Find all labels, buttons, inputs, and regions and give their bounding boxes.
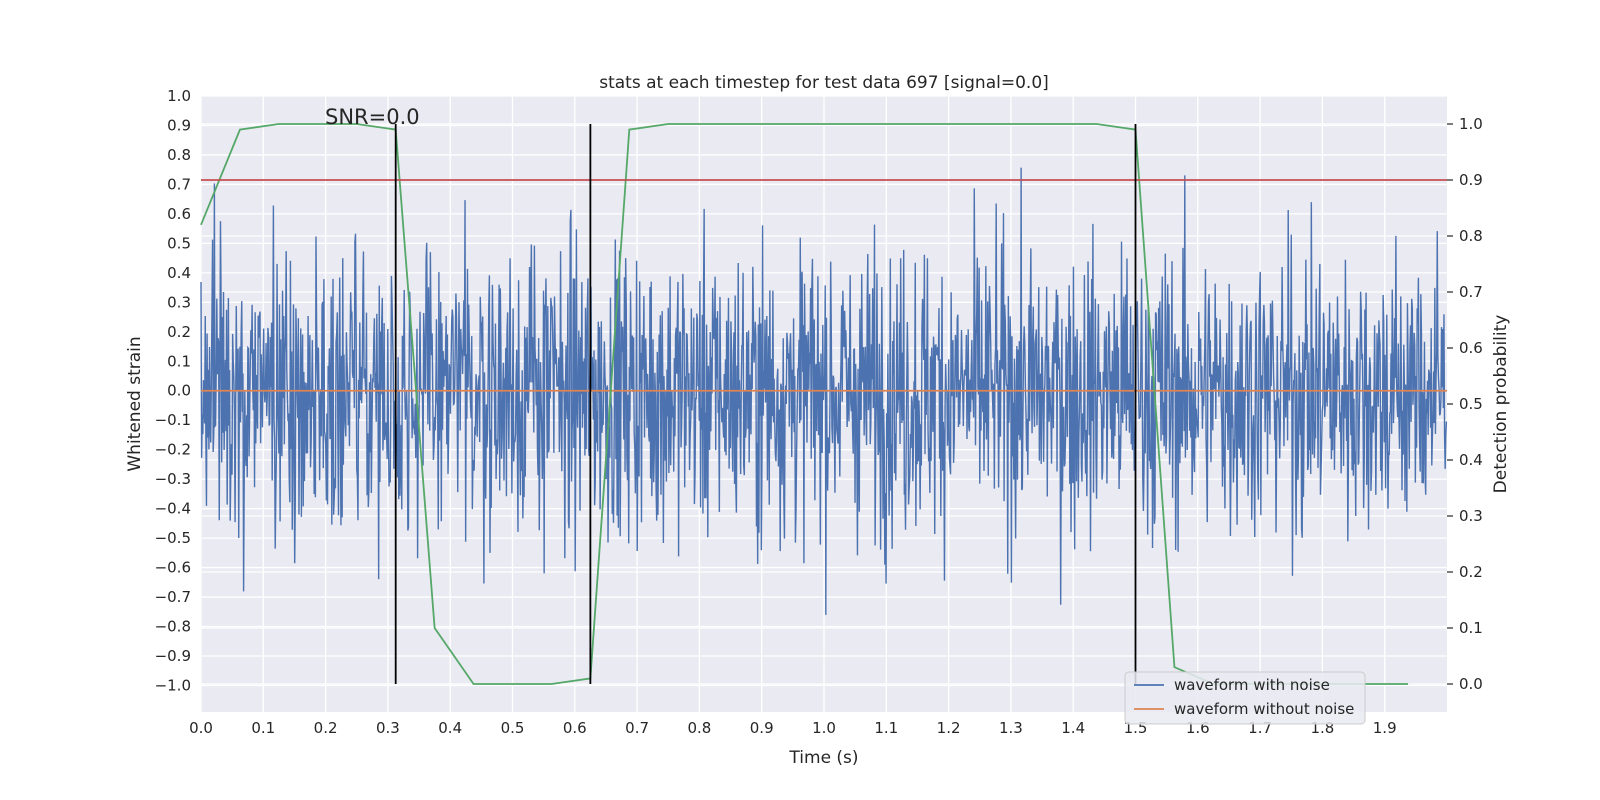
y-tick-label: −0.2 — [155, 441, 191, 459]
y-tick-label: −1.0 — [155, 676, 191, 694]
y2-tick-label: 0.2 — [1459, 563, 1483, 581]
y-tick-label: −0.8 — [155, 618, 191, 636]
x-tick-label: 0.7 — [625, 719, 649, 737]
y-tick-label: −0.4 — [155, 500, 191, 518]
x-tick-label: 0.6 — [563, 719, 587, 737]
y-tick-label: 0.4 — [167, 264, 191, 282]
y2-tick-label: 0.5 — [1459, 395, 1483, 413]
y-tick-label: −0.1 — [155, 411, 191, 429]
x-tick-label: 0.9 — [750, 719, 774, 737]
series-layer — [200, 123, 1448, 685]
x-axis-label: Time (s) — [788, 748, 858, 768]
y-tick-label: 0.1 — [167, 352, 191, 370]
y-tick-label: −0.3 — [155, 470, 191, 488]
series-line-waveform-with-noise — [200, 167, 1448, 615]
y-tick-label: −0.6 — [155, 559, 191, 577]
legend-label-clean: waveform without noise — [1174, 700, 1354, 718]
y2-tick-label: 0.4 — [1459, 451, 1483, 469]
y2-tick-label: 0.7 — [1459, 283, 1483, 301]
x-tick-label: 0.8 — [687, 719, 711, 737]
y-tick-label: 0.3 — [167, 293, 191, 311]
y2-tick-label: 0.9 — [1459, 171, 1483, 189]
x-tick-label: 0.3 — [376, 719, 400, 737]
x-tick-label: 0.1 — [251, 719, 275, 737]
legend: waveform with noise waveform without noi… — [1124, 671, 1366, 725]
y-tick-label: 0.5 — [167, 234, 191, 252]
y2-tick-label: 0.0 — [1459, 675, 1483, 693]
ticks: 0.0 0.1 0.2 0.3 0.4 0.5 0.6 0.7 0.8 0.9 1.0 1.1 1.2 1… — [155, 87, 1483, 737]
y-tick-label: −0.9 — [155, 647, 191, 665]
y2-tick-label: 1.0 — [1459, 115, 1483, 133]
y-tick-label: −0.7 — [155, 588, 191, 606]
chart-title: stats at each timestep for test data 697… — [599, 73, 1049, 93]
x-tick-label: 0.5 — [501, 719, 525, 737]
y2-tick-label: 0.6 — [1459, 339, 1483, 357]
y-axis-label: Whitened strain — [125, 336, 145, 471]
legend-box — [1124, 671, 1366, 725]
y2-tick-label: 0.8 — [1459, 227, 1483, 245]
x-tick-label: 1.1 — [874, 719, 898, 737]
x-tick-label: 1.4 — [1061, 719, 1085, 737]
x-tick-label: 1.9 — [1373, 719, 1397, 737]
snr-annotation: SNR=0.0 — [325, 105, 420, 129]
y-tick-label: 0.8 — [167, 146, 191, 164]
legend-label-noise: waveform with noise — [1174, 676, 1330, 694]
y2-tick-label: 0.3 — [1459, 507, 1483, 525]
y-tick-label: 0.7 — [167, 175, 191, 193]
y-tick-label: 0.9 — [167, 116, 191, 134]
x-tick-label: 1.0 — [812, 719, 836, 737]
x-tick-label: 1.3 — [999, 719, 1023, 737]
y-tick-label: 0.0 — [167, 382, 191, 400]
y-tick-label: −0.5 — [155, 529, 191, 547]
y-tick-label: 1.0 — [167, 87, 191, 105]
x-tick-label: 1.2 — [937, 719, 961, 737]
y2-axis-label: Detection probability — [1491, 315, 1511, 494]
y2-tick-label: 0.1 — [1459, 619, 1483, 637]
y-tick-label: 0.6 — [167, 205, 191, 223]
x-tick-label: 0.0 — [189, 719, 213, 737]
y-tick-label: 0.2 — [167, 323, 191, 341]
x-tick-label: 0.4 — [438, 719, 462, 737]
x-tick-label: 0.2 — [314, 719, 338, 737]
